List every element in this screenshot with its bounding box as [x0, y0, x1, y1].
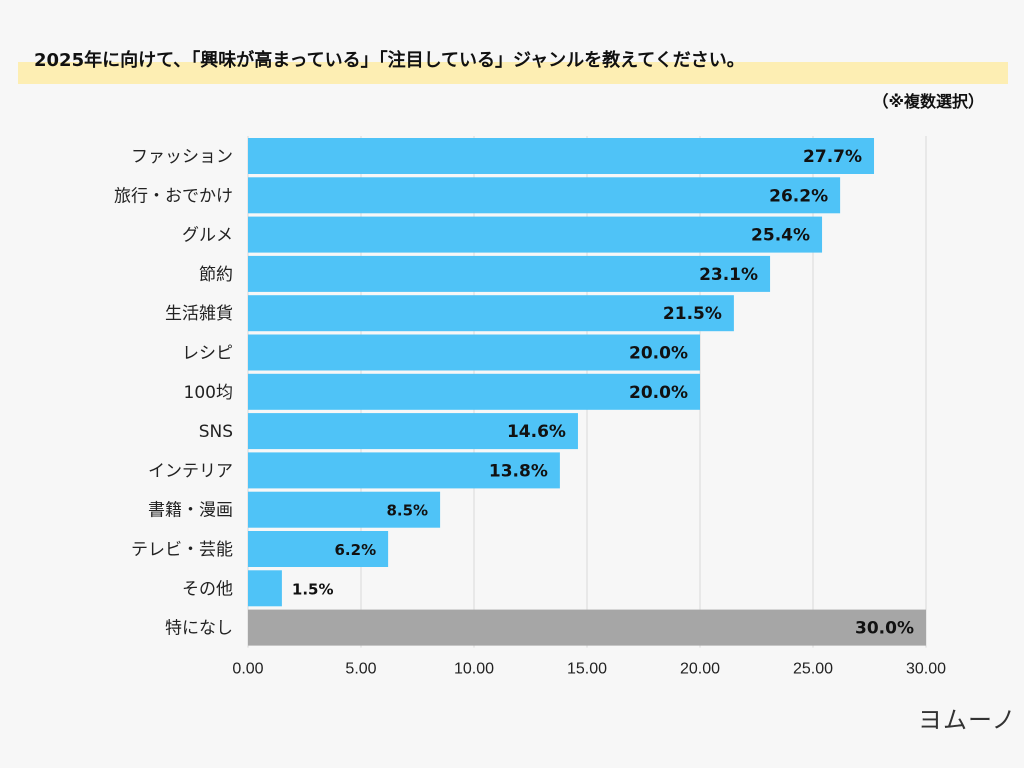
x-tick-label: 20.00: [680, 661, 720, 678]
bar: [248, 216, 823, 253]
x-tick-label: 10.00: [454, 661, 494, 678]
label-layer: 27.7% 26.2% 25.4% 23.1% 21.5% 20.0% 20.0% 14.6%…: [292, 147, 914, 639]
category-label: 書籍・漫画: [148, 501, 233, 521]
category-label: 生活雑貨: [165, 304, 233, 324]
bar: [248, 570, 282, 607]
x-tick-label: 25.00: [793, 661, 833, 678]
bar: [248, 491, 441, 528]
data-label: 13.8%: [489, 461, 548, 481]
category-label: インテリア: [148, 461, 233, 481]
data-label: 20.0%: [629, 383, 688, 403]
bar: [248, 334, 700, 371]
x-tick-label: 0.00: [232, 661, 263, 678]
x-tick-label: 30.00: [906, 661, 946, 678]
bar: [248, 609, 926, 646]
data-label: 27.7%: [803, 147, 862, 167]
axis-layer: 0.00 5.00 10.00 15.00 20.00 25.00 30.00 ファッション旅…: [114, 147, 946, 678]
bar: [248, 177, 841, 214]
data-label: 30.0%: [855, 619, 914, 639]
x-tick-label: 5.00: [345, 661, 376, 678]
bar: [248, 413, 578, 450]
data-label: 21.5%: [663, 304, 722, 324]
x-tick-label: 15.00: [567, 661, 607, 678]
bar: [248, 531, 389, 567]
data-label: 20.0%: [629, 344, 688, 364]
category-label: ファッション: [131, 147, 233, 167]
category-label: レシピ: [182, 344, 233, 364]
category-label: 特になし: [165, 619, 233, 639]
category-label: グルメ: [182, 226, 233, 246]
bar: [248, 452, 560, 489]
data-label: 6.2%: [335, 541, 377, 559]
data-label: 8.5%: [386, 502, 428, 520]
data-label: 26.2%: [769, 186, 828, 206]
category-label: 100均: [184, 383, 233, 403]
data-label: 1.5%: [292, 580, 334, 598]
bar-layer: [248, 138, 926, 646]
brand-logo: ヨムーノ: [918, 700, 1017, 735]
category-label: 節約: [199, 265, 233, 285]
category-label: SNS: [199, 422, 233, 442]
title-highlight-band: [18, 62, 1008, 84]
bar: [248, 138, 875, 174]
bar: [248, 295, 734, 332]
data-label: 14.6%: [507, 422, 566, 442]
page-title: 2025年に向けて、「興味が高まっている」「注目している」ジャンルを教えてくださ…: [34, 50, 745, 71]
brand-logo-text: ヨムーノ: [918, 706, 1017, 734]
multi-select-note: （※複数選択）: [872, 92, 984, 111]
data-label: 23.1%: [699, 265, 758, 285]
category-label: テレビ・芸能: [131, 540, 233, 560]
bar: [248, 373, 700, 410]
category-label: 旅行・おでかけ: [114, 186, 233, 206]
category-label: その他: [182, 579, 233, 599]
bar: [248, 255, 771, 292]
data-label: 25.4%: [751, 226, 810, 246]
